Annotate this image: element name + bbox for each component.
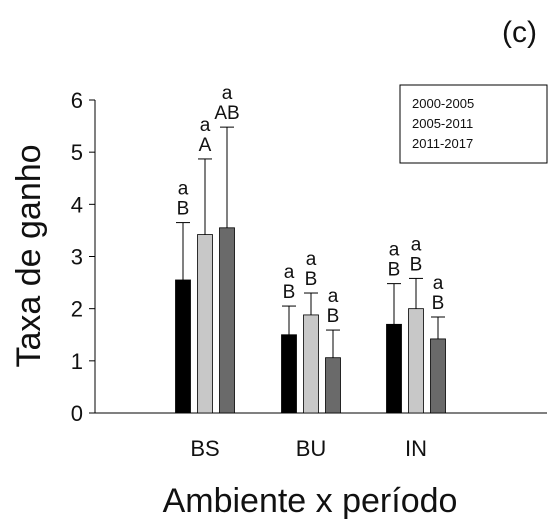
legend-entry: 2005-2011 [412,116,473,131]
significance-letter-upper: B [177,199,190,220]
significance-letter-lower: a [389,240,400,261]
significance-letter-upper: B [283,282,296,303]
significance-letter-upper: B [410,254,423,275]
significance-letter-upper: A [199,135,212,156]
significance-letter-lower: a [178,179,189,200]
significance-letter-lower: a [306,249,317,270]
significance-letter-lower: a [222,83,233,104]
y-tick-label: 6 [71,88,83,113]
y-tick-label: 4 [71,192,83,217]
bar [326,358,341,413]
x-tick-label: BS [190,436,219,461]
bar [387,324,402,413]
significance-letter-lower: a [200,115,211,136]
y-tick-label: 3 [71,245,83,270]
significance-letter-lower: a [284,262,295,283]
legend-entry: 2000-2005 [412,96,474,111]
significance-letter-lower: a [411,234,422,255]
y-tick-label: 1 [71,349,83,374]
y-tick-label: 0 [71,401,83,426]
significance-letter-upper: B [432,293,445,314]
bar [304,315,319,413]
significance-letter-lower: a [433,273,444,294]
bar [409,309,424,413]
bar [198,235,213,413]
x-tick-label: BU [296,436,327,461]
significance-letter-upper: AB [214,103,239,124]
legend-entry: 2011-2017 [412,136,473,151]
significance-letter-lower: a [328,286,339,307]
significance-letter-upper: B [388,260,401,281]
panel-label: (c) [502,16,537,49]
y-tick-label: 5 [71,140,83,165]
x-tick-label: IN [405,436,427,461]
bar [282,335,297,413]
legend: 2000-2005 2005-2011 2011-2017 [400,85,547,163]
significance-letter-upper: B [305,269,318,290]
y-axis-title: Taxa de ganho [10,144,48,367]
significance-letter-upper: B [327,306,340,327]
bar [431,339,446,413]
bar [220,228,235,413]
y-tick-label: 2 [71,297,83,322]
x-axis-title: Ambiente x período [163,482,458,520]
bar [176,280,191,413]
